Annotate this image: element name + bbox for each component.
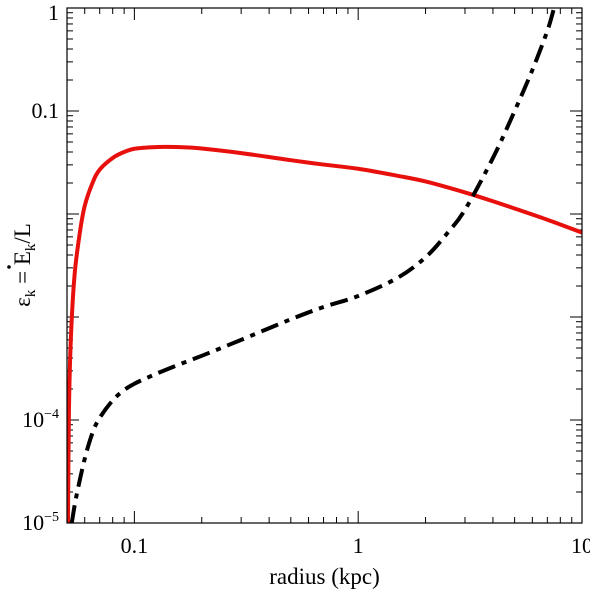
series-group (67, 8, 582, 523)
x-tick-label: 0.1 (121, 533, 149, 558)
x-axis-label: radius (kpc) (269, 564, 380, 589)
x-tick-label: 1 (353, 533, 364, 558)
y-tick-label: 10−5 (22, 510, 59, 535)
y-label-symbol: ε (10, 297, 35, 307)
series-solid-line (67, 144, 582, 523)
tick-labels: 0.1 1 10 10−5 10−4 0.1 1 (22, 0, 590, 558)
y-label-subscript: k (23, 289, 39, 297)
y-label-equals: = (10, 265, 35, 289)
y-label-numerator: E (10, 251, 35, 265)
y-label-numerator-subscript: k (23, 243, 39, 251)
svg-text:εk = Ek/L: εk = Ek/L (10, 223, 39, 307)
y-label-dot-accent (7, 265, 11, 269)
plot-frame (66, 7, 583, 524)
y-tick-label: 10−4 (22, 407, 59, 432)
plot-background (67, 8, 582, 523)
y-tick-label: 0.1 (32, 98, 60, 123)
y-label-denominator: /L (10, 223, 35, 243)
x-tick-label: 10 (571, 533, 590, 558)
series-dashdot-line (69, 8, 556, 523)
y-tick-label: 1 (48, 0, 59, 25)
y-axis-label: εk = Ek/L (7, 223, 39, 307)
